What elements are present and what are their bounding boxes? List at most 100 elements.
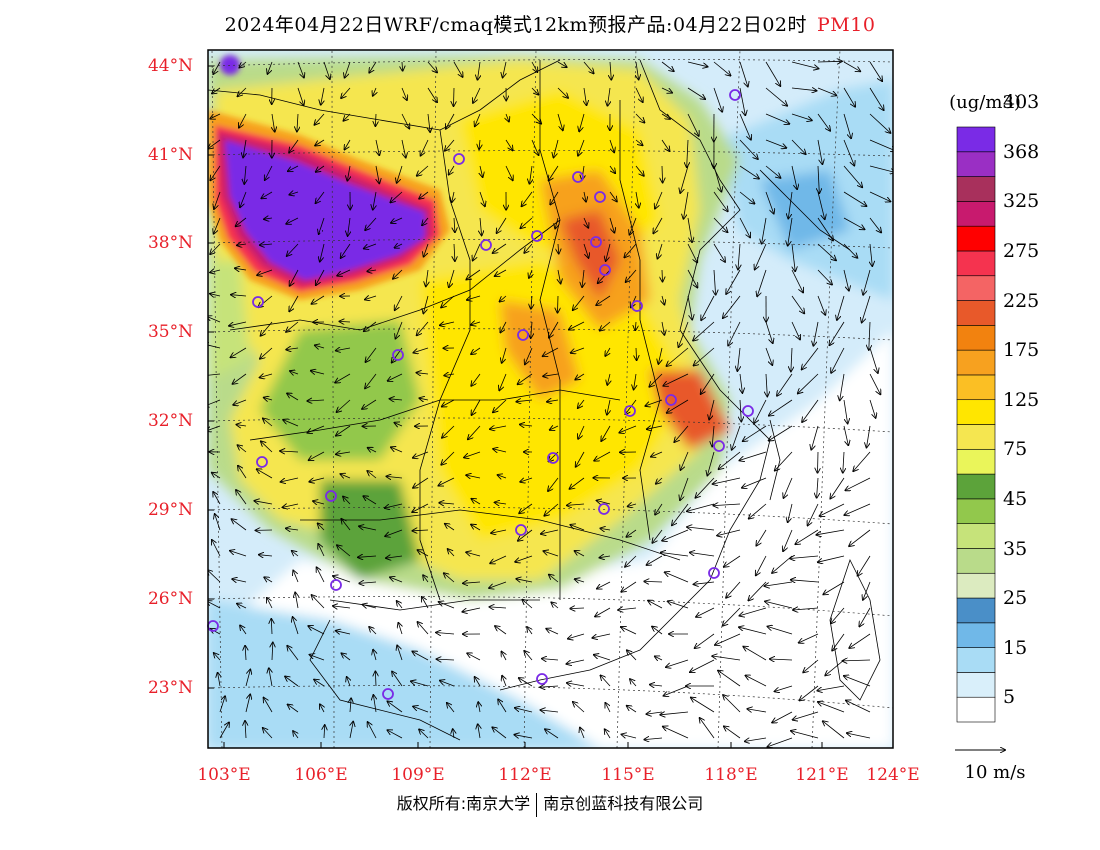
wind-arrow (285, 677, 299, 687)
wind-arrow (283, 420, 299, 427)
wind-arrow (554, 139, 559, 157)
wind-arrow (293, 571, 299, 583)
wind-arrow (363, 496, 377, 505)
wind-arrow (231, 295, 247, 296)
wind-arrow (820, 503, 845, 516)
wind-arrow (320, 704, 324, 713)
wind-arrow (368, 448, 377, 452)
wind-arrow (316, 191, 325, 203)
wind-arrow (580, 728, 584, 739)
colorbar-swatch (956, 448, 996, 475)
wind-arrow (238, 445, 247, 453)
wind-arrow (653, 217, 663, 233)
wind-arrow (342, 653, 351, 661)
wind-arrow (843, 61, 860, 71)
wind-arrow (427, 61, 437, 72)
lon-label-112: 112°E (498, 765, 552, 785)
wind-arrow (421, 139, 429, 156)
wind-arrow (208, 317, 221, 323)
wind-arrow (493, 449, 507, 452)
wind-arrow (237, 244, 247, 245)
wind-arrow (775, 685, 793, 691)
wind-arrow (765, 191, 774, 214)
wind-arrow (212, 540, 221, 557)
wind-arrow (582, 269, 584, 287)
wind-arrow (440, 322, 455, 325)
wind-arrow (518, 373, 533, 384)
wind-arrow (650, 685, 663, 686)
wind-arrow (619, 425, 637, 433)
wind-arrow (490, 607, 507, 608)
wind-arrow (793, 608, 819, 610)
wind-arrow (233, 399, 247, 405)
wind-arrow (231, 347, 247, 357)
wind-arrow (376, 139, 379, 155)
wind-arrow (286, 348, 299, 350)
wind-arrow (391, 447, 403, 453)
wind-arrow (687, 527, 715, 530)
wind-arrow (656, 477, 663, 484)
wind-arrow (830, 321, 845, 345)
wind-arrow (549, 321, 559, 338)
wind-arrow (687, 87, 705, 99)
wind-arrow (578, 425, 585, 439)
wind-arrow (859, 607, 871, 626)
wind-arrow (500, 321, 507, 332)
wind-arrow (578, 399, 585, 408)
wind-arrow (267, 598, 273, 609)
wind-arrow (345, 139, 351, 150)
wind-arrow (286, 528, 299, 530)
wind-arrow (739, 87, 745, 115)
wind-arrow (658, 347, 662, 364)
wind-arrow (625, 555, 637, 567)
wind-arrow (413, 530, 429, 531)
wind-arrow (622, 734, 637, 738)
wind-arrow (817, 139, 822, 164)
wind-arrow (264, 218, 273, 219)
wind-arrow (269, 668, 272, 687)
wind-arrow (454, 87, 455, 106)
wind-arrow (712, 425, 714, 446)
wind-arrow (740, 607, 767, 616)
wind-arrow (544, 551, 559, 557)
wind-arrow (766, 373, 767, 396)
wind-arrow (318, 544, 325, 557)
wind-arrow (594, 655, 611, 661)
wind-arrow (369, 61, 377, 73)
wind-arrow (605, 703, 611, 713)
wind-arrow (500, 295, 507, 302)
wind-arrow (635, 321, 636, 330)
wind-arrow (396, 321, 403, 339)
lon-label-103: 103°E (197, 765, 251, 785)
wind-arrow (323, 61, 330, 79)
colorbar-swatch (956, 498, 996, 524)
wind-arrow (281, 477, 299, 482)
wind-arrow (634, 373, 636, 389)
lon-label-109: 109°E (391, 765, 445, 785)
wind-arrow (765, 581, 793, 586)
wind-arrow (315, 345, 325, 348)
wind-arrow (630, 217, 637, 235)
wind-arrow (336, 348, 351, 351)
wind-arrow (808, 503, 819, 525)
wind-arrow (802, 399, 819, 422)
wind-arrow (867, 425, 871, 447)
wind-arrow (495, 269, 507, 276)
lon-label-106: 106°E (294, 765, 348, 785)
wind-arrow (398, 623, 402, 635)
wind-arrow (288, 165, 299, 171)
wind-arrow (292, 551, 299, 556)
wind-arrow (452, 191, 454, 202)
wind-arrow (261, 321, 273, 336)
wind-arrow (473, 243, 481, 260)
wind-arrow (307, 425, 325, 433)
wind-arrow (478, 724, 480, 739)
wind-arrow (739, 139, 758, 159)
wind-arrow (540, 686, 559, 687)
wind-arrow (661, 61, 674, 71)
wind-arrow (289, 139, 299, 152)
wind-arrow (713, 61, 731, 76)
wind-arrow (446, 113, 455, 129)
title-variable: PM10 (817, 14, 876, 36)
concentration-field (208, 50, 893, 748)
